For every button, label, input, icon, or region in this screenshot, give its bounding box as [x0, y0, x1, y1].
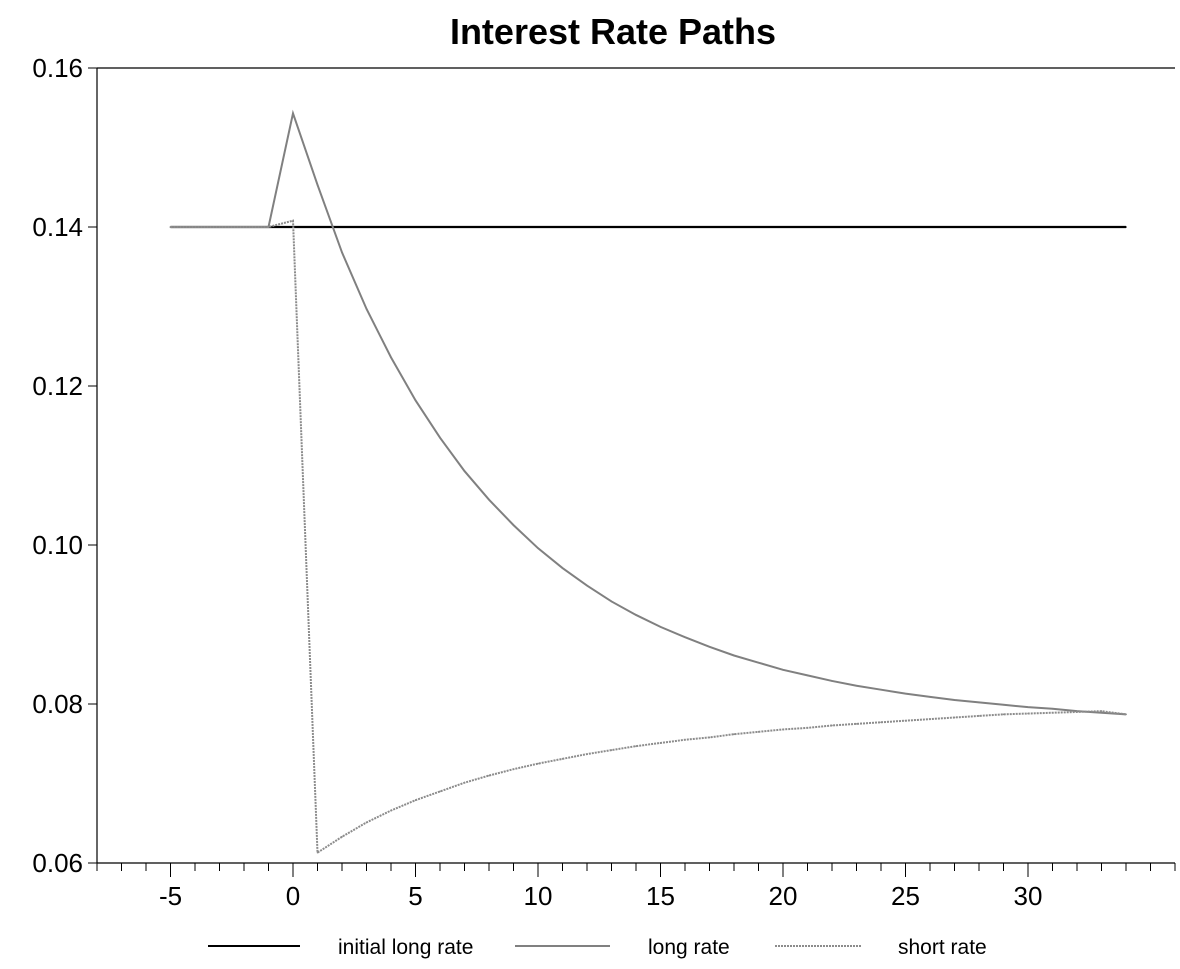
data-point: [586, 753, 588, 755]
data-point: [316, 184, 319, 186]
tick-marks: [88, 67, 1176, 877]
data-point: [586, 584, 588, 587]
data-point: [512, 768, 515, 770]
data-point: [806, 727, 809, 729]
x-tick-label: 10: [524, 881, 553, 911]
data-point: [1002, 703, 1005, 706]
data-point: [341, 251, 343, 254]
data-point: [537, 547, 539, 549]
data-point: [1051, 711, 1054, 714]
axes: [96, 67, 1175, 864]
data-point: [439, 790, 441, 793]
data-point: [316, 851, 319, 854]
y-tick-label: 0.08: [32, 689, 83, 719]
x-tick-label: 25: [891, 881, 920, 911]
data-point: [953, 716, 956, 719]
data-point: [855, 684, 858, 687]
data-point: [708, 736, 711, 739]
data-point: [782, 669, 784, 671]
data-point: [635, 614, 637, 616]
legend-label: long rate: [648, 936, 730, 959]
tick-labels: 0.06 0.08 0.10 0.12 0.14 0.16 -5 0 5 10 15 20 25 30: [32, 53, 1042, 911]
data-point: [782, 728, 784, 731]
data-point: [561, 758, 564, 760]
data-point: [953, 699, 956, 701]
data-point: [463, 781, 466, 784]
data-point: [855, 723, 858, 725]
data-point: [880, 721, 882, 724]
y-tick-label: 0.14: [32, 212, 83, 242]
x-tick-label: 15: [646, 881, 675, 911]
data-point: [365, 308, 368, 310]
data-point: [365, 821, 368, 824]
data-point: [1125, 713, 1127, 716]
data-point: [488, 774, 490, 777]
data-point: [414, 399, 417, 402]
data-point: [512, 524, 515, 526]
data-point: [341, 835, 343, 838]
data-point: [929, 696, 931, 698]
series-lines: [169, 109, 1127, 855]
data-point: [806, 674, 809, 677]
data-point: [292, 219, 294, 222]
data-point: [978, 715, 980, 717]
data-point: [684, 738, 686, 741]
data-point: [1076, 711, 1078, 713]
data-point: [929, 718, 931, 720]
data-point: [1027, 712, 1029, 715]
y-tick-label: 0.06: [32, 848, 83, 878]
y-tick-label: 0.12: [32, 371, 83, 401]
data-point: [708, 645, 711, 648]
data-point: [904, 719, 907, 722]
x-tick-label: 5: [408, 881, 422, 911]
data-point: [757, 731, 760, 733]
data-point: [659, 626, 662, 628]
legend: initial long rate long rate short rate: [208, 936, 987, 959]
data-point: [267, 226, 270, 228]
x-tick-label: 30: [1014, 881, 1043, 911]
data-point: [635, 745, 637, 747]
data-point: [390, 356, 392, 359]
x-tick-label: 20: [769, 881, 798, 911]
series-line-long-rate: [170, 109, 1127, 716]
legend-label: initial long rate: [338, 936, 473, 959]
data-point: [537, 762, 539, 765]
data-point: [1125, 226, 1127, 228]
y-tick-label: 0.10: [32, 530, 83, 560]
data-point: [439, 436, 441, 439]
data-point: [684, 636, 686, 639]
data-point: [1051, 707, 1054, 710]
data-point: [1100, 710, 1103, 712]
data-point: [610, 749, 613, 751]
data-point: [169, 226, 172, 228]
data-point: [659, 742, 662, 744]
data-point: [904, 692, 907, 695]
chart-title: Interest Rate Paths: [450, 11, 776, 52]
data-point: [1100, 711, 1103, 714]
data-point: [1002, 713, 1005, 716]
x-tick-label: 0: [286, 881, 300, 911]
data-point: [561, 567, 564, 569]
data-point: [831, 680, 833, 682]
legend-label: short rate: [898, 936, 987, 959]
data-point: [757, 661, 760, 664]
data-point: [978, 701, 980, 704]
series-line-short-rate: [170, 219, 1127, 855]
data-point: [292, 112, 294, 115]
data-point: [733, 733, 735, 736]
data-point: [414, 799, 417, 801]
y-tick-label: 0.16: [32, 53, 83, 83]
data-point: [463, 470, 466, 472]
x-tick-label: -5: [159, 881, 182, 911]
data-point: [390, 809, 392, 812]
data-point: [610, 600, 613, 603]
data-point: [880, 688, 882, 691]
data-point: [733, 654, 735, 657]
data-point: [488, 498, 490, 501]
data-point: [1027, 706, 1029, 708]
data-point: [831, 724, 833, 727]
